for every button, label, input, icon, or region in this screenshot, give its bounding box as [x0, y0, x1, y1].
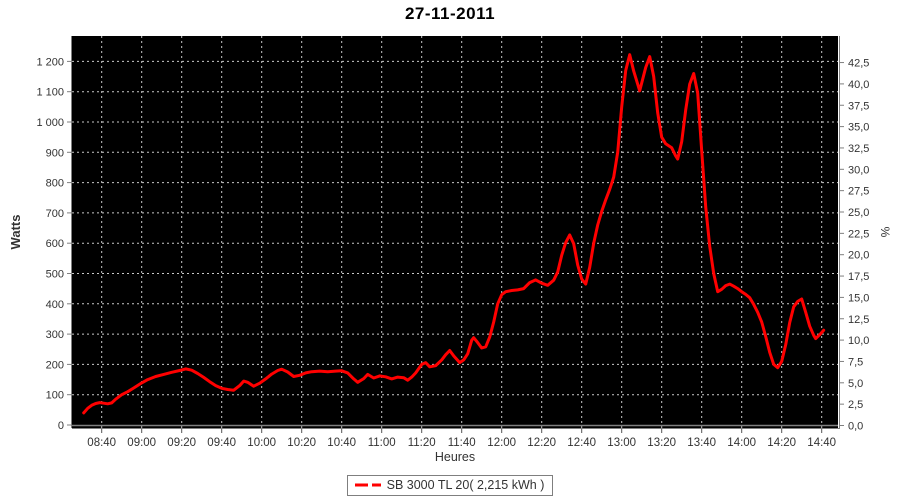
- x-tick-label: 14:20: [767, 437, 796, 449]
- y-right-axis-title: %: [878, 227, 892, 238]
- y-right-tick-label: 27,5: [848, 186, 869, 198]
- y-left-axis-title: Watts: [8, 215, 23, 250]
- y-right-tick-label: 5,0: [848, 378, 863, 390]
- y-right-tick-label: 25,0: [848, 207, 869, 219]
- y-right-tick-label: 10,0: [848, 335, 869, 347]
- legend-box: SB 3000 TL 20( 2,215 kWh ): [346, 475, 554, 496]
- x-tick-label: 11:20: [408, 437, 436, 449]
- y-right-tick-label: 17,5: [848, 271, 869, 283]
- x-tick-label: 11:40: [448, 437, 476, 449]
- plot-background: [72, 36, 838, 428]
- y-right-tick-label: 20,0: [848, 250, 869, 262]
- x-tick-label: 09:20: [167, 437, 196, 449]
- y-left-tick-label: 1 000: [36, 117, 64, 129]
- y-right-tick-label: 2,5: [848, 399, 863, 411]
- y-right-tick-label: 7,5: [848, 356, 863, 368]
- x-tick-label: 10:00: [247, 437, 276, 449]
- x-tick-label: 12:20: [527, 437, 556, 449]
- legend-series-label: SB 3000 TL 20( 2,215 kWh ): [386, 478, 545, 492]
- y-left-tick-label: 700: [46, 208, 64, 220]
- y-right-tick-label: 12,5: [848, 314, 869, 326]
- y-left-tick-label: 100: [46, 390, 64, 402]
- y-right-tick-label: 35,0: [848, 122, 869, 134]
- x-tick-label: 13:40: [687, 437, 716, 449]
- chart-title: 27-11-2011: [404, 4, 496, 23]
- y-left-tick-label: 1 200: [36, 56, 64, 68]
- y-left-tick-label: 800: [46, 178, 64, 190]
- y-right-tick-label: 0,0: [848, 421, 863, 433]
- x-tick-label: 09:40: [207, 437, 236, 449]
- y-left-tick-label: 1 100: [36, 87, 64, 99]
- y-right-tick-label: 22,5: [848, 228, 869, 240]
- y-left-tick-label: 900: [46, 147, 64, 159]
- y-left-tick-label: 200: [46, 359, 64, 371]
- plot-area: 0 100 200 300 400 500 600 700 800 900 1 000 1 100 1 …: [8, 36, 892, 464]
- x-tick-label: 11:00: [368, 437, 396, 449]
- x-tick-label: 10:40: [327, 437, 356, 449]
- y-left-tick-label: 500: [46, 269, 64, 281]
- x-tick-label: 13:00: [607, 437, 636, 449]
- x-tick-label: 10:20: [287, 437, 316, 449]
- x-axis-title: Heures: [435, 450, 475, 464]
- x-tick-label: 13:20: [647, 437, 676, 449]
- y-right-tick-label: 37,5: [848, 100, 869, 112]
- legend: SB 3000 TL 20( 2,215 kWh ): [0, 475, 900, 496]
- y-left-tick-label: 0: [58, 420, 64, 432]
- x-tick-label: 12:40: [567, 437, 596, 449]
- y-left-tick-label: 400: [46, 299, 64, 311]
- x-tick-label: 14:40: [807, 437, 836, 449]
- x-tick-label: 14:00: [727, 437, 756, 449]
- legend-line-marker: [354, 483, 381, 487]
- x-tick-label: 09:00: [127, 437, 156, 449]
- x-tick-label: 12:00: [487, 437, 516, 449]
- y-right-tick-label: 32,5: [848, 143, 869, 155]
- y-left-tick-label: 300: [46, 329, 64, 341]
- power-curve: [82, 53, 826, 415]
- y-right-tick-label: 30,0: [848, 164, 869, 176]
- y-right-tick-label: 42,5: [848, 58, 869, 70]
- x-tick-label: 08:40: [87, 437, 116, 449]
- y-right-tick-label: 15,0: [848, 292, 869, 304]
- y-right-tick-label: 40,0: [848, 79, 869, 91]
- y-left-tick-label: 600: [46, 238, 64, 250]
